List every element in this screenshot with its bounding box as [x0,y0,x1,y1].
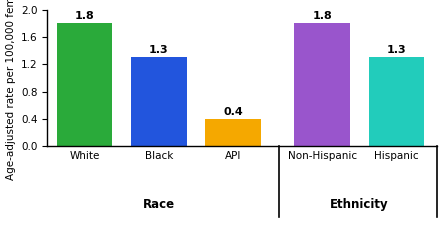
Bar [57,23,113,146]
Text: 1.3: 1.3 [149,45,169,55]
Text: 0.4: 0.4 [223,107,243,117]
Text: 1.3: 1.3 [387,45,406,55]
Bar [131,57,187,146]
Text: 1.8: 1.8 [312,11,332,21]
Y-axis label: Age-adjusted rate per 100,000 females: Age-adjusted rate per 100,000 females [6,0,16,180]
Bar [369,57,424,146]
Text: Ethnicity: Ethnicity [330,198,389,211]
Text: 1.8: 1.8 [75,11,94,21]
Text: Race: Race [143,198,175,211]
Bar [205,119,261,146]
Bar [295,23,350,146]
